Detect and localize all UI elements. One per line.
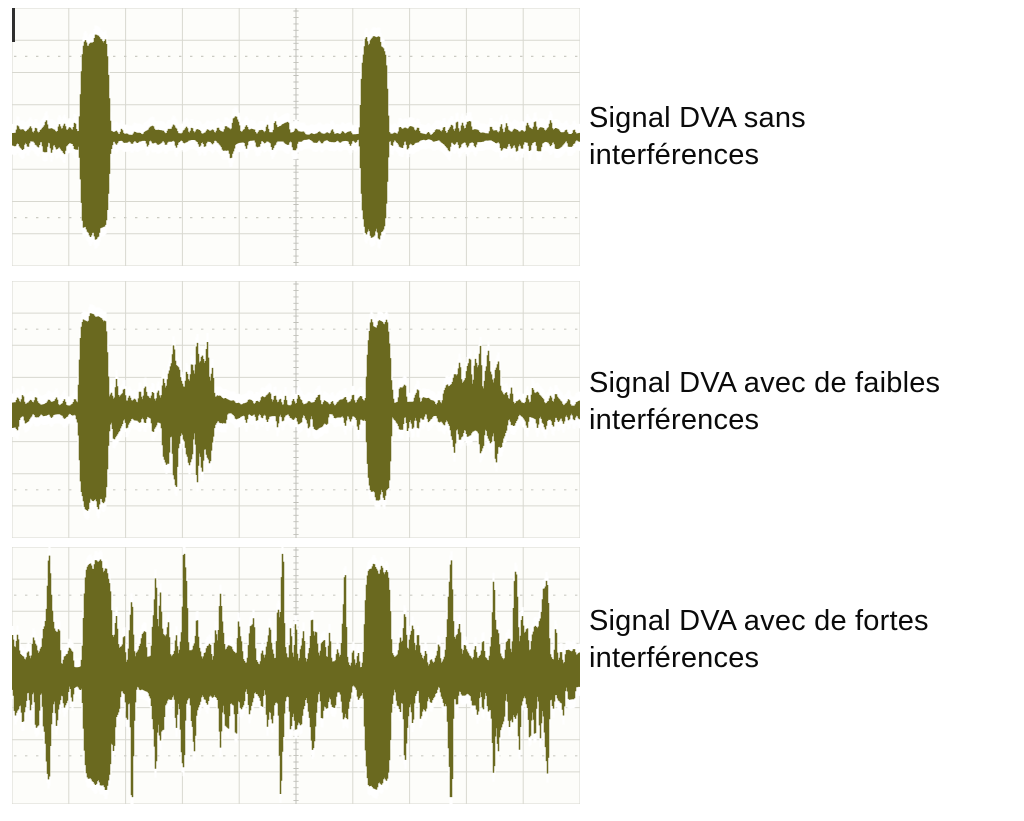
waveform-plot (12, 547, 580, 804)
signal-label-line1: Signal DVA avec de fortes (589, 605, 929, 637)
scope-panel-strong-interference (12, 547, 580, 804)
scope-panel-no-interference (12, 8, 580, 266)
signal-label-line1: Signal DVA avec de faibles (589, 367, 941, 399)
scope-panel-weak-interference (12, 281, 580, 538)
waveform-plot (12, 8, 580, 266)
trigger-marker-icon (12, 8, 15, 42)
signal-label-line2: interférences (589, 642, 760, 674)
waveform-plot (12, 281, 580, 538)
signal-label-line1: Signal DVA sans (589, 102, 806, 134)
signal-label-no-interference: Signal DVA sans interférences (589, 100, 1009, 174)
signal-label-line2: interférences (589, 139, 760, 171)
signal-label-line2: interférences (589, 404, 760, 436)
signal-label-weak-interference: Signal DVA avec de faibles interférences (589, 365, 1009, 439)
signal-label-strong-interference: Signal DVA avec de fortes interférences (589, 603, 1009, 677)
